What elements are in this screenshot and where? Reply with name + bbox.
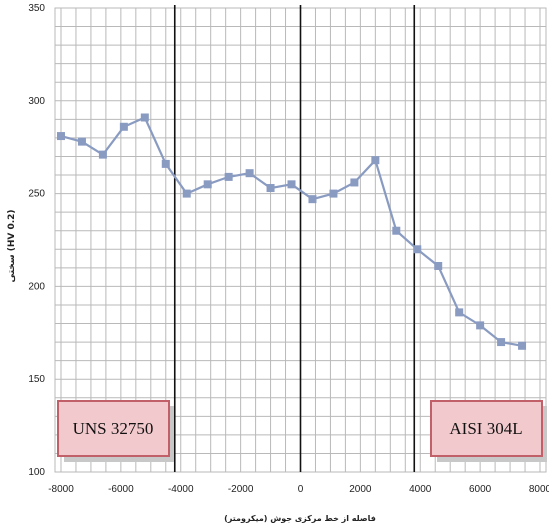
x-tick-label: 6000 [469, 484, 492, 495]
annotation-label-uns: UNS 32750 [73, 419, 154, 438]
data-point-marker [77, 137, 86, 146]
y-axis-label: سختی (HV 0.2) [7, 209, 17, 282]
annotation-box-aisi: AISI 304L [430, 400, 547, 462]
axis-layer: 100 150 200 250 300 350 -8000 -6000 -4000 -2000 0 2… [28, 3, 549, 495]
data-point-marker [266, 184, 275, 193]
data-point-marker [476, 321, 485, 330]
annotation-box-uns-frame [57, 400, 170, 457]
x-tick-label: -8000 [48, 484, 74, 495]
y-tick-label: 100 [28, 467, 45, 478]
x-tick-label: -6000 [108, 484, 134, 495]
data-point-marker [497, 338, 506, 347]
data-point-marker [434, 261, 443, 270]
data-point-marker [287, 180, 296, 189]
y-tick-label: 250 [28, 189, 45, 200]
annotation-box-aisi-frame [430, 400, 543, 457]
x-tick-label: -4000 [168, 484, 194, 495]
series-layer [56, 113, 527, 350]
vertical-lines [173, 5, 416, 472]
y-tick-label: 300 [28, 96, 45, 107]
x-axis-label: فاصله از خط مرکزی جوش (میکرومتر) [224, 514, 376, 524]
x-tick-label: 8000 [529, 484, 549, 495]
y-tick-label: 150 [28, 374, 45, 385]
data-point-marker [392, 226, 401, 235]
x-tick-label: 0 [298, 484, 304, 495]
x-tick-label: 4000 [409, 484, 432, 495]
data-point-marker [308, 195, 317, 204]
data-point-marker [98, 150, 107, 159]
data-point-marker [56, 132, 65, 141]
y-tick-label: 350 [28, 3, 45, 14]
data-point-marker [182, 189, 191, 198]
data-point-marker [224, 172, 233, 181]
x-tick-label: -2000 [228, 484, 254, 495]
data-point-marker [413, 245, 422, 254]
annotation-label-aisi: AISI 304L [449, 419, 522, 438]
data-point-marker [161, 159, 170, 168]
x-tick-label: 2000 [349, 484, 372, 495]
data-point-marker [245, 169, 254, 178]
data-point-marker [119, 122, 128, 131]
data-point-marker [371, 156, 380, 165]
annotation-box-uns: UNS 32750 [57, 400, 174, 462]
data-point-marker [455, 308, 464, 317]
data-point-marker [329, 189, 338, 198]
data-point-marker [140, 113, 149, 122]
y-tick-label: 200 [28, 281, 45, 292]
data-point-marker [518, 341, 527, 350]
data-point-marker [350, 178, 359, 187]
data-point-marker [203, 180, 212, 189]
